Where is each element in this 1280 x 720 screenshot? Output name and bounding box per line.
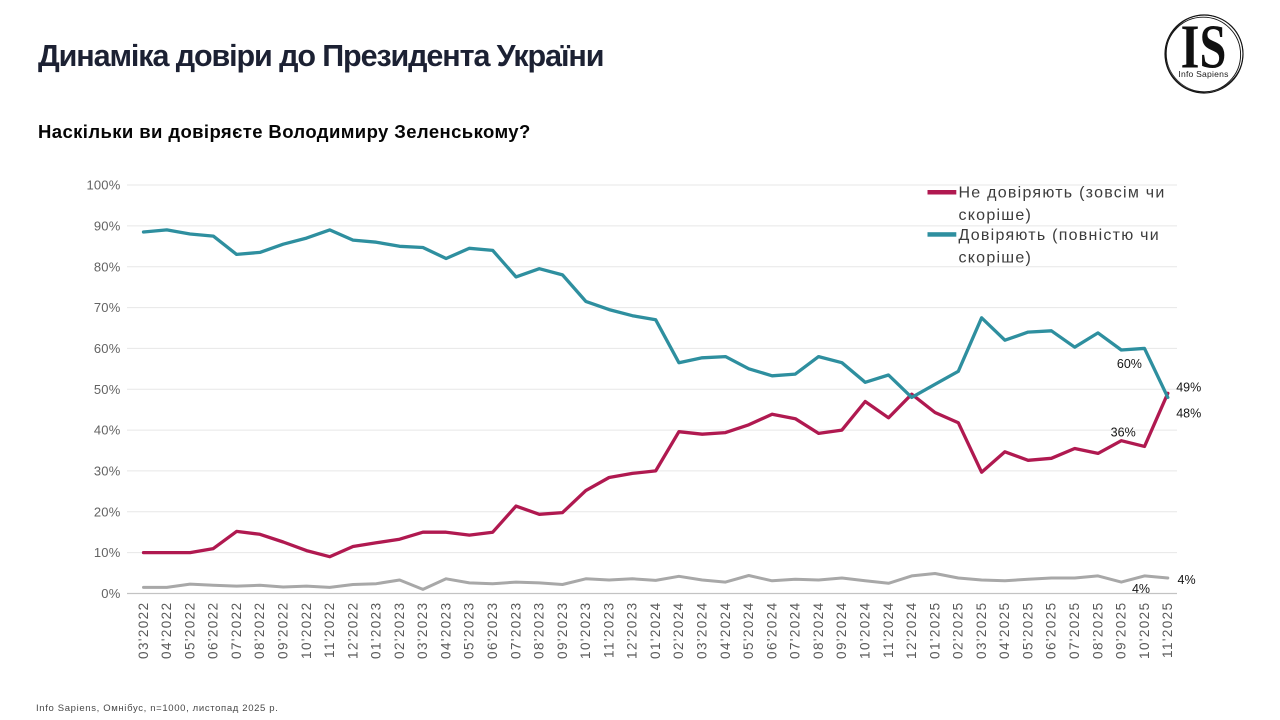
svg-text:IS: IS [1181,13,1227,82]
svg-text:09'2022: 09'2022 [276,602,291,659]
svg-text:90%: 90% [94,219,121,234]
svg-text:07'2022: 07'2022 [229,602,244,659]
svg-text:03'2022: 03'2022 [136,602,151,659]
svg-text:0%: 0% [101,586,120,601]
svg-text:05'2023: 05'2023 [462,602,477,659]
svg-text:10'2023: 10'2023 [578,602,593,659]
svg-text:05'2025: 05'2025 [1020,602,1035,659]
svg-text:4%: 4% [1132,582,1150,596]
svg-text:48%: 48% [1176,406,1201,420]
svg-text:08'2024: 08'2024 [811,602,826,659]
svg-text:04'2022: 04'2022 [159,602,174,659]
svg-text:11'2022: 11'2022 [322,602,337,658]
svg-text:49%: 49% [1176,380,1201,394]
svg-text:09'2024: 09'2024 [834,602,849,659]
svg-text:11'2025: 11'2025 [1160,602,1175,658]
svg-text:80%: 80% [94,259,121,274]
svg-text:06'2022: 06'2022 [206,602,221,659]
svg-text:12'2024: 12'2024 [904,602,919,659]
svg-text:06'2025: 06'2025 [1044,602,1059,659]
svg-text:10'2025: 10'2025 [1137,602,1152,659]
svg-text:скоріше): скоріше) [959,207,1033,224]
svg-text:04'2024: 04'2024 [718,602,733,659]
svg-text:09'2023: 09'2023 [555,602,570,659]
svg-text:20%: 20% [94,504,121,519]
svg-text:07'2023: 07'2023 [508,602,523,659]
svg-text:06'2024: 06'2024 [764,602,779,659]
svg-text:05'2022: 05'2022 [182,602,197,659]
svg-text:04'2025: 04'2025 [997,601,1012,658]
svg-text:01'2023: 01'2023 [369,602,384,659]
svg-text:50%: 50% [94,382,121,397]
svg-text:02'2024: 02'2024 [671,602,686,659]
svg-text:01'2025: 01'2025 [927,602,942,659]
svg-text:12'2022: 12'2022 [345,602,360,659]
svg-text:70%: 70% [94,300,121,315]
svg-text:03'2024: 03'2024 [695,602,710,659]
svg-text:10%: 10% [94,545,121,560]
svg-text:07'2024: 07'2024 [788,602,803,659]
svg-text:02'2023: 02'2023 [392,602,407,659]
svg-text:60%: 60% [1117,357,1142,371]
svg-text:36%: 36% [1111,425,1136,439]
svg-text:02'2025: 02'2025 [951,602,966,659]
svg-text:11'2024: 11'2024 [881,602,896,658]
svg-text:01'2024: 01'2024 [648,602,663,659]
svg-text:04'2023: 04'2023 [438,602,453,659]
svg-text:11'2023: 11'2023 [601,602,616,658]
svg-text:08'2025: 08'2025 [1090,602,1105,659]
svg-text:10'2022: 10'2022 [299,602,314,659]
svg-text:Довіряють (повністю чи: Довіряють (повністю чи [959,227,1160,244]
svg-text:Не довіряють (зовсім чи: Не довіряють (зовсім чи [959,184,1166,201]
svg-text:10'2024: 10'2024 [858,602,873,659]
svg-text:скоріше): скоріше) [959,249,1033,266]
svg-text:05'2024: 05'2024 [741,602,756,659]
svg-text:60%: 60% [94,341,121,356]
svg-text:06'2023: 06'2023 [485,602,500,659]
svg-text:08'2023: 08'2023 [532,602,547,659]
svg-text:100%: 100% [86,178,120,193]
svg-text:08'2022: 08'2022 [252,602,267,659]
svg-text:03'2025: 03'2025 [974,602,989,659]
svg-text:12'2023: 12'2023 [625,602,640,659]
svg-text:40%: 40% [94,423,121,438]
svg-text:4%: 4% [1178,573,1196,587]
svg-text:30%: 30% [94,464,121,479]
svg-text:09'2025: 09'2025 [1114,602,1129,659]
svg-text:03'2023: 03'2023 [415,602,430,659]
svg-text:Info Sapiens: Info Sapiens [1178,69,1228,79]
svg-text:07'2025: 07'2025 [1067,602,1082,659]
